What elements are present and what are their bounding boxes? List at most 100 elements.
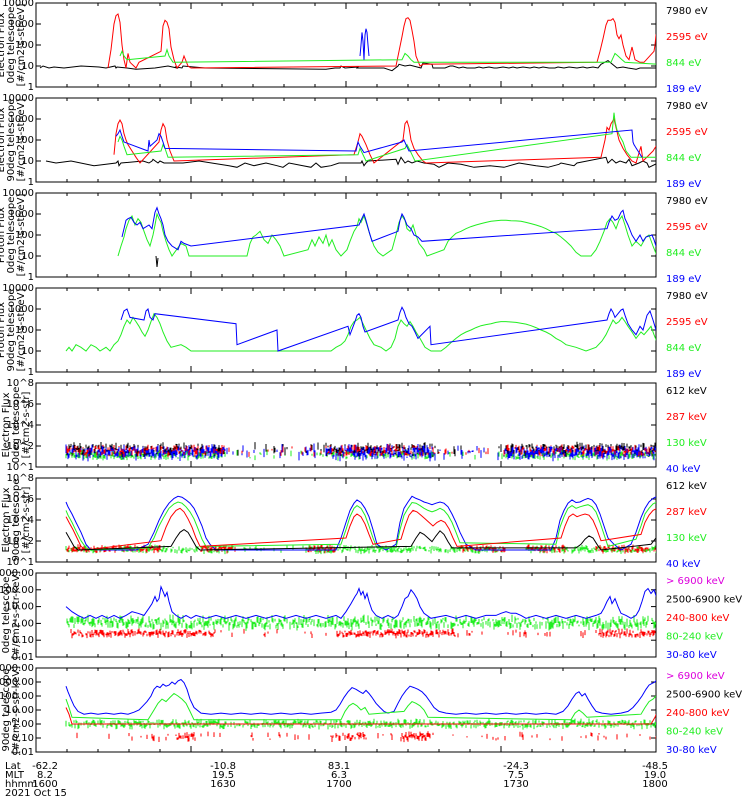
legend-label: 80-240 keV [666, 632, 723, 643]
lat-value: -62.2 [32, 761, 58, 772]
hhmm-row-label: hhmm [5, 779, 38, 790]
y-tick-label: 1000.00 [0, 568, 34, 579]
legend-label: 287 keV [666, 412, 707, 423]
legend-label: > 6900 keV [666, 671, 725, 682]
lat-value: -10.8 [210, 761, 236, 772]
y-tick-label: 10 [21, 251, 34, 262]
y-tick-label: 100.00 [0, 585, 34, 596]
y-axis-label-line: Electron Flux [0, 107, 7, 172]
y-tick-label: 100 [15, 40, 34, 51]
legend-label: 2595 eV [666, 32, 708, 43]
series-black [65, 528, 656, 551]
footer-column-3: -24.3 7.5 1730 [486, 762, 546, 790]
mlt-value: 8.2 [37, 770, 53, 781]
plot-area [65, 441, 656, 462]
legend-label: 130 keV [666, 533, 707, 544]
y-tick-label: 10 [21, 156, 34, 167]
y-axis-label-line: [#/cm2-s-str-keV] [11, 666, 22, 754]
y-tick-label: 0.01 [12, 747, 34, 758]
footer-axis-labels: Lat MLT hhmm 2021 Oct 15 -62.2 8.2 1600 … [0, 762, 750, 800]
plot-area [65, 495, 656, 555]
y-tick-label: 10^8 [7, 378, 34, 389]
y-axis-label: Electron Flux0deg telescope[#/cm2-s-str-… [0, 4, 27, 87]
series-blue [65, 495, 656, 551]
legend-label: 30-80 keV [666, 650, 717, 661]
y-tick-label: 10 [21, 61, 34, 72]
y-tick-label: 1 [28, 177, 34, 188]
series-red [113, 117, 656, 164]
legend-label: 240-800 keV [666, 708, 730, 719]
y-tick-label: 0.10 [12, 733, 34, 744]
y-tick-label: 10^2 [7, 536, 34, 547]
y-tick-label: 10^4 [7, 420, 34, 431]
mlt-row-label: MLT [5, 770, 24, 781]
legend-label: 2595 eV [666, 222, 708, 233]
hhmm-value: 1600 [32, 779, 58, 790]
footer-column-1: -10.8 19.5 1630 [193, 761, 253, 790]
y-axis-label-line: [#/cm2-s-str-eV] [16, 289, 27, 372]
plot-frame [35, 287, 657, 373]
series-red [107, 13, 656, 69]
series-green [65, 312, 656, 352]
y-axis-label-line: [#/cm2-s-str] [21, 391, 32, 458]
lat-row-label: Lat [5, 761, 21, 772]
plot-frame [35, 2, 657, 88]
series-black [155, 255, 159, 268]
plot-area [65, 585, 656, 639]
y-tick-label: 10^6 [7, 494, 34, 505]
y-axis-label-line: 0deg telescope [11, 387, 22, 464]
legend-label: 189 eV [666, 274, 701, 285]
legend-label: 40 keV [666, 464, 700, 475]
plot-area [65, 306, 656, 352]
y-axis-label-line: 90deg telescope [11, 478, 22, 561]
hhmm-value: 1800 [642, 779, 668, 790]
plot-frame [35, 192, 657, 278]
y-axis-label-line: [#/cm2-s-str-keV] [11, 571, 22, 659]
legend-label: 30-80 keV [666, 745, 717, 756]
legend-label: 844 eV [666, 248, 701, 259]
y-tick-label: 1 [28, 82, 34, 93]
y-tick-label: 10^2 [7, 441, 34, 452]
y-axis-label: Proton Flux0deg telescope[#/cm2-s-str-eV… [0, 194, 27, 277]
legend-label: 2595 eV [666, 317, 708, 328]
series-green [119, 48, 656, 65]
y-axis-label: Electron Flux90deg telescope[#/cm2-s-str… [0, 98, 27, 181]
y-axis-label-line: Proton Flux [0, 207, 7, 263]
y-axis-label-line: 0deg telescope [6, 197, 17, 274]
date-label: 2021 Oct 15 [5, 788, 67, 799]
y-tick-label: 1000 [9, 209, 34, 220]
plot-frame [35, 572, 657, 658]
legend-label: 612 keV [666, 481, 707, 492]
y-tick-label: 10.00 [5, 705, 34, 716]
legend-label: 189 eV [666, 369, 701, 380]
y-tick-label: 10^8 [7, 473, 34, 484]
hhmm-value: 1700 [326, 779, 352, 790]
y-axis-label-line: 0deg telescope [6, 7, 17, 84]
mlt-value: 7.5 [508, 770, 524, 781]
series-green [117, 212, 656, 257]
series-blue [121, 206, 656, 251]
y-axis-label-line: Proton Flux [0, 302, 7, 358]
legend-label: 189 eV [666, 84, 701, 95]
footer-column-4: -48.5 19.0 1800 [625, 762, 685, 790]
legend-label: 287 keV [666, 507, 707, 518]
y-tick-label: 0.10 [12, 635, 34, 646]
y-tick-label: 1000 [9, 304, 34, 315]
legend-label: 7980 eV [666, 101, 708, 112]
y-axis-label-line: MEPED [0, 502, 2, 537]
y-tick-label: 1000 [9, 19, 34, 30]
y-tick-label: 10.00 [5, 602, 34, 613]
y-tick-label: 100 [15, 135, 34, 146]
legend-label: > 6900 keV [666, 576, 725, 587]
y-tick-label: 10^1 [7, 462, 34, 473]
series-blue [115, 128, 643, 158]
y-axis-label-line: [#/cm2-s-str-eV] [16, 99, 27, 182]
footer-row-labels: Lat MLT hhmm 2021 Oct 15 [5, 761, 67, 799]
y-axis-label: MEPEDElectron Flux90deg telescope[#/cm2-… [0, 478, 32, 561]
y-axis-label-line: [#/cm2-s-str-eV] [16, 194, 27, 277]
footer-column-0: -62.2 8.2 1600 [15, 761, 75, 790]
